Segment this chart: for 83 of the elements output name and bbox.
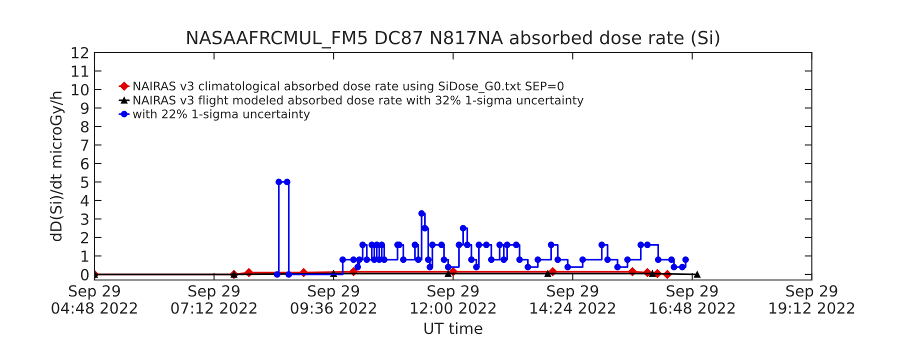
point: [694, 271, 701, 278]
point: [649, 270, 656, 277]
point: [637, 242, 644, 248]
point: [339, 256, 346, 263]
point: [356, 256, 363, 263]
y-tick-label: 6: [80, 158, 89, 170]
point: [414, 256, 422, 263]
y-tick-label: 12: [72, 46, 88, 58]
point: [473, 264, 480, 270]
point: [444, 264, 452, 270]
point: [476, 242, 482, 248]
point: [504, 242, 510, 248]
point: [426, 264, 434, 270]
point: [654, 256, 662, 263]
point: [429, 242, 436, 248]
x-tick-label: Sep 29 14:24 2022: [530, 285, 616, 314]
y-tick-label: 11: [72, 66, 88, 77]
point: [512, 242, 520, 248]
y-tick-label: 4: [80, 195, 89, 206]
point: [464, 242, 471, 248]
point: [496, 242, 503, 248]
point: [624, 256, 631, 263]
y-tick-label: 10: [72, 84, 89, 96]
point: [438, 242, 445, 248]
point: [564, 264, 572, 270]
point: [548, 242, 554, 248]
point: [422, 224, 428, 232]
x-tick-label: Sep 29 07:12 2022: [171, 285, 256, 314]
point: [456, 242, 462, 248]
x-tick-label: Sep 29 12:00 2022: [410, 285, 496, 314]
legend-label: with 22% 1-sigma uncertainty: [132, 109, 310, 121]
x-tick-label: Sep 29 19:12 2022: [770, 285, 854, 314]
point: [412, 242, 418, 248]
point: [285, 271, 292, 278]
point: [274, 271, 280, 278]
y-axis-title: dD(Si)/dt microGy/h: [50, 92, 65, 242]
point: [524, 264, 532, 270]
point: [378, 242, 386, 248]
point: [678, 264, 686, 270]
point: [400, 256, 407, 263]
point: [670, 264, 678, 270]
x-tick-label: Sep 29 09:36 2022: [290, 285, 376, 314]
y-tick-label: 7: [81, 140, 88, 151]
point: [276, 178, 282, 186]
point: [488, 256, 495, 263]
point: [350, 256, 357, 263]
point: [359, 242, 366, 248]
point: [644, 242, 651, 248]
point: [516, 256, 523, 263]
y-tick-label: 3: [81, 213, 88, 225]
point: [468, 256, 475, 263]
point: [544, 270, 552, 277]
y-tick-label: 2: [81, 232, 88, 244]
y-tick-label: 9: [80, 102, 89, 114]
point: [598, 242, 606, 248]
point: [500, 256, 508, 263]
legend-label: NAIRAS v3 flight modeled absorbed dose rate with 32% 1-sigma uncertainty: [134, 95, 584, 107]
point: [554, 256, 562, 263]
chart-title: NASAAFRCMUL_FM5 DC87 N817NA absorbed dose rate (Si): [187, 30, 720, 48]
point: [380, 256, 388, 263]
point: [354, 264, 361, 270]
point: [444, 270, 452, 277]
point: [460, 224, 466, 232]
x-tick-label: Sep 29 16:48 2022: [650, 285, 735, 314]
y-tick-label: 5: [81, 176, 88, 188]
point: [284, 178, 290, 186]
x-axis-title: UT time: [424, 322, 482, 334]
y-tick-label: 0: [80, 268, 89, 280]
point: [364, 256, 370, 263]
point: [614, 264, 621, 270]
point: [668, 256, 675, 263]
point: [534, 256, 542, 263]
x-tick-label: Sep 29 04:48 2022: [52, 285, 137, 314]
point: [604, 256, 611, 263]
point: [579, 256, 586, 263]
point: [483, 242, 490, 248]
point: [424, 256, 432, 263]
y-tick-label: 8: [80, 120, 89, 133]
y-tick-label: 1: [82, 250, 88, 262]
legend-label: NAIRAS v3 climatological absorbed dose rate using SiDose_G0.txt SEP=0: [134, 81, 564, 94]
point: [418, 210, 425, 217]
point: [440, 256, 448, 263]
point: [682, 256, 689, 263]
